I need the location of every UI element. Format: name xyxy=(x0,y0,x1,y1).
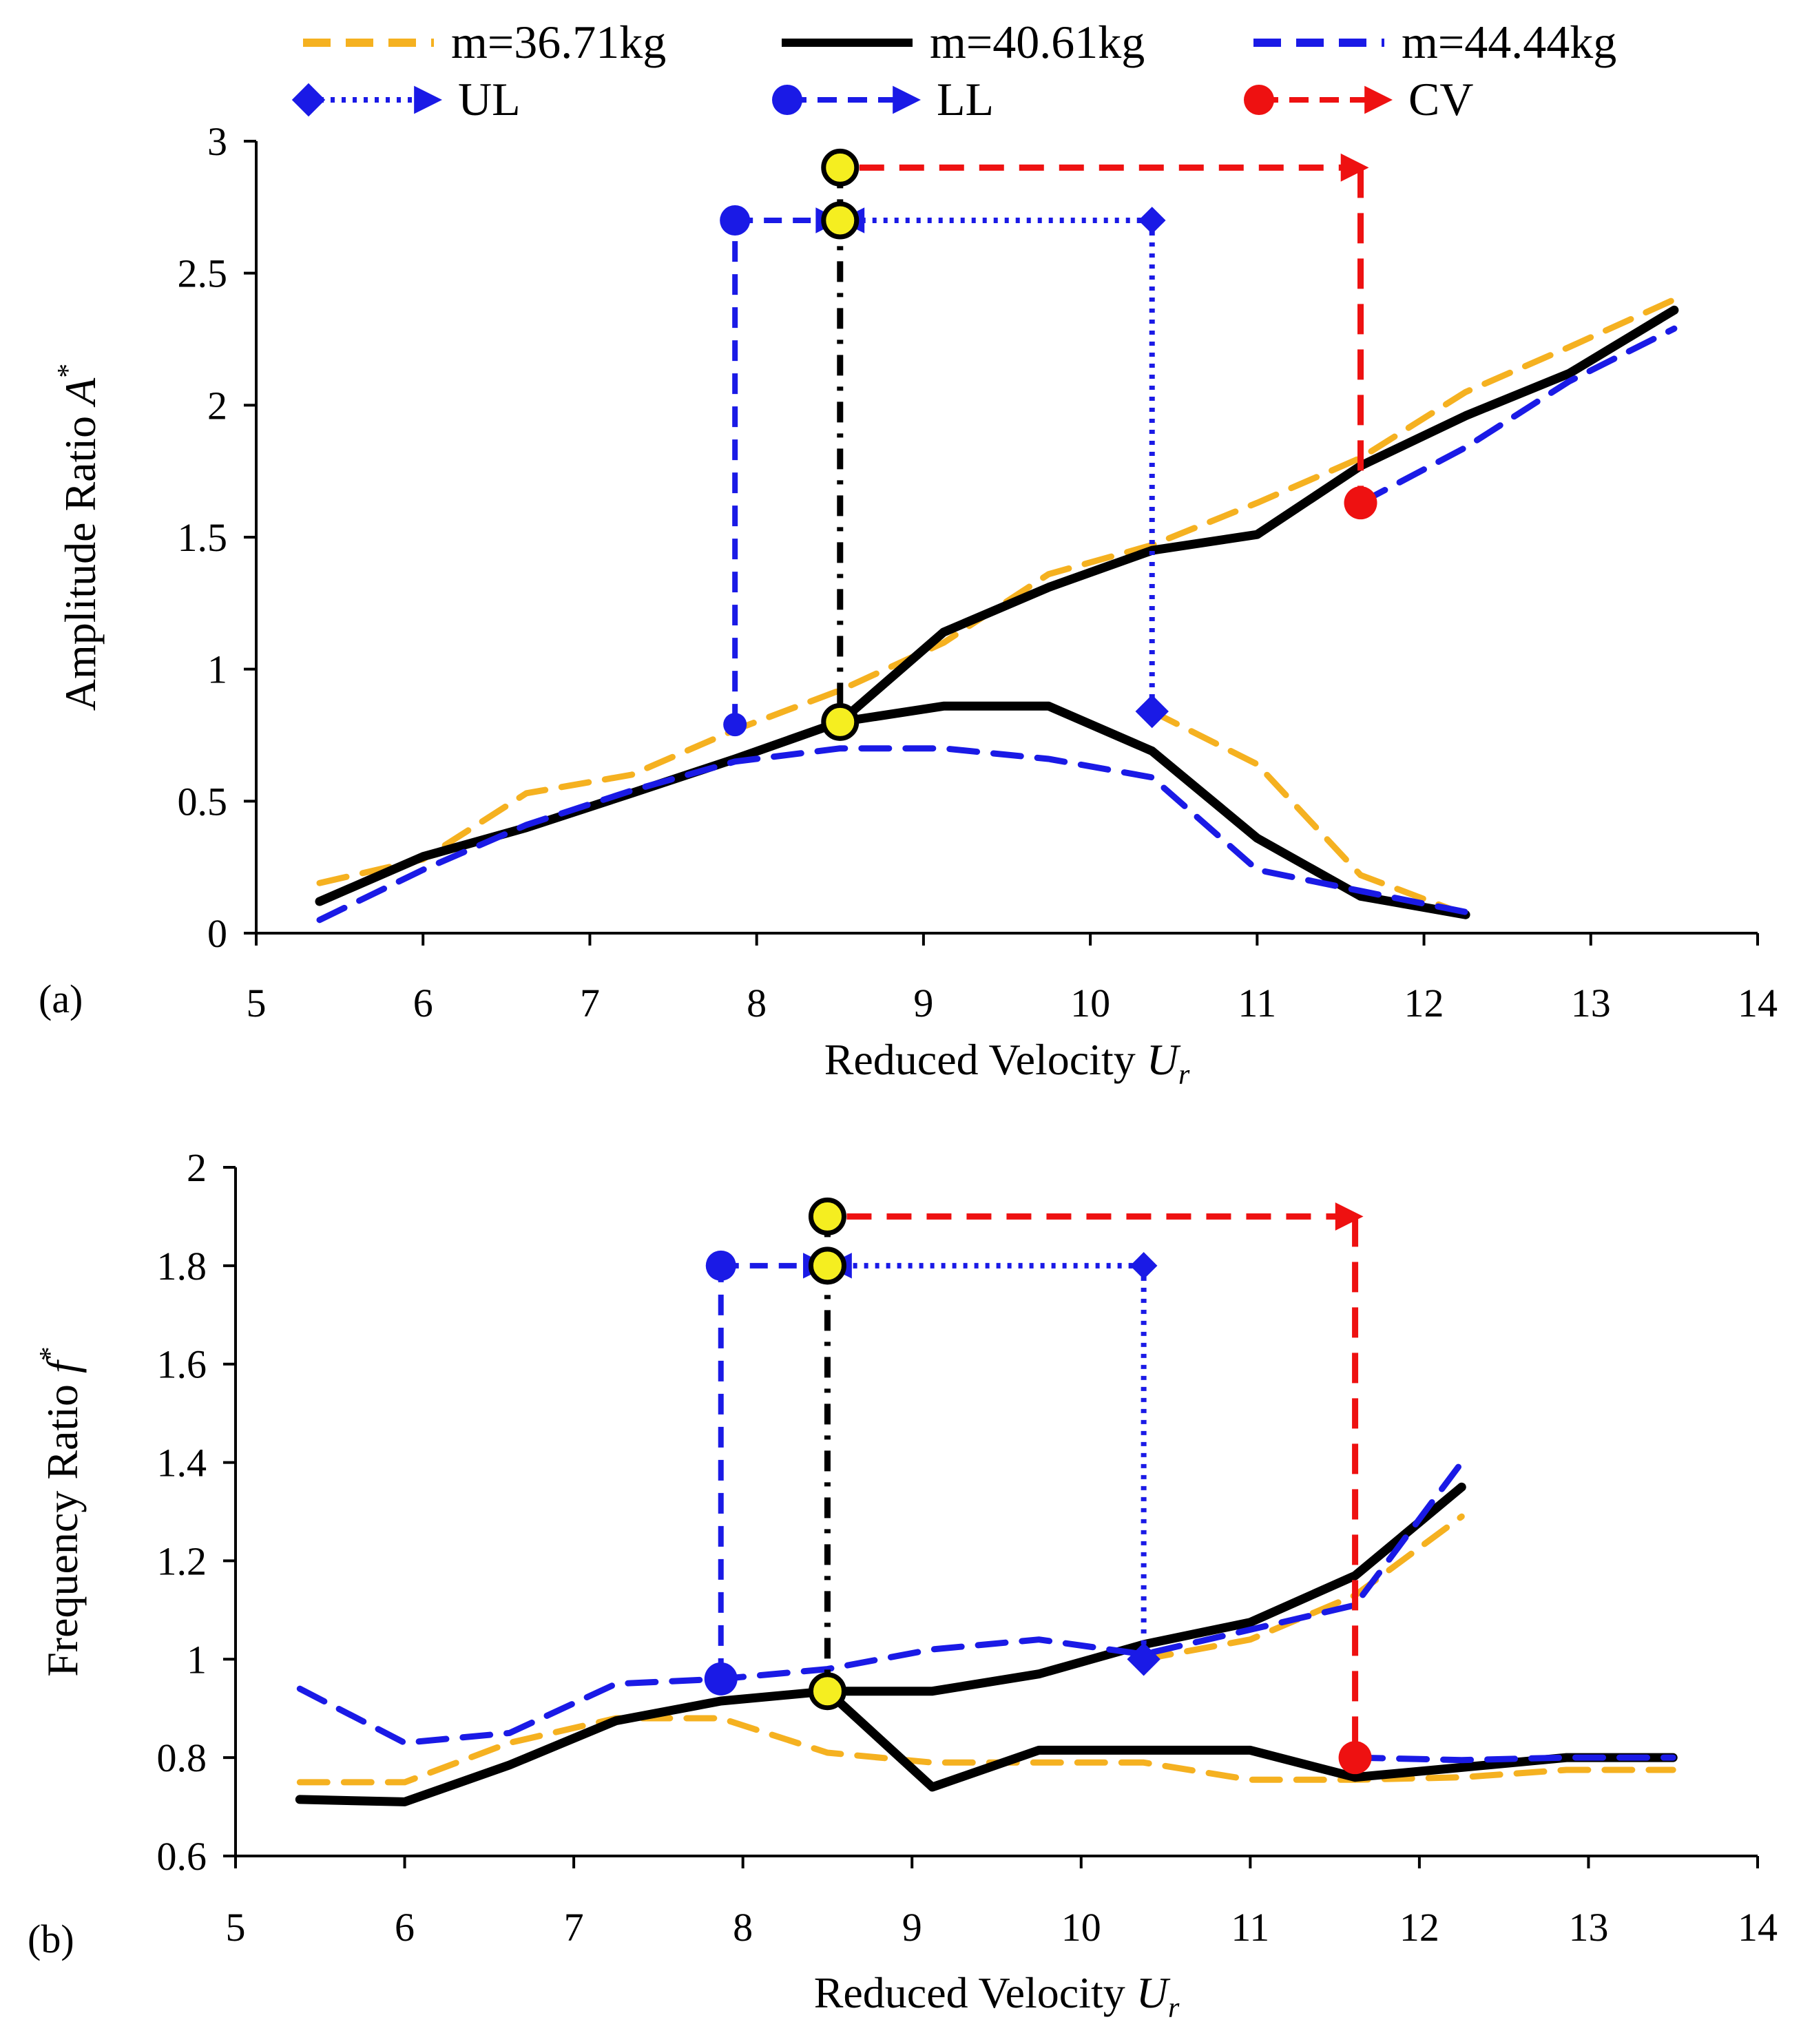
cv-marker xyxy=(1344,486,1377,520)
panel-label: (b) xyxy=(28,1917,74,1961)
critical-marker-3 xyxy=(821,148,860,187)
ul-marker-bottom xyxy=(1135,694,1169,729)
y-tick-label: 2 xyxy=(207,383,227,428)
legend-marker-arrow-cv xyxy=(1364,85,1393,114)
x-tick-label: 11 xyxy=(1231,1905,1269,1950)
series-m=44.44kg-segment-2 xyxy=(1357,325,1678,506)
x-tick-label: 8 xyxy=(747,981,767,1025)
y-axis-label: Frequency Ratio f* xyxy=(34,1346,87,1677)
x-tick-label: 12 xyxy=(1399,1905,1439,1950)
chart-amplitude-ratio: 0 0.5 1 1.5 2 2.5 3 5 6 7 8 9 10 11 12 13 14 (a) Reduced V… xyxy=(39,119,1778,1091)
x-tick-label: 7 xyxy=(580,981,600,1025)
cv-arrow xyxy=(1340,153,1369,182)
legend-label-2: m=40.61kg xyxy=(930,16,1145,68)
y-tick-label: 1.8 xyxy=(157,1244,207,1289)
x-tick-label: 10 xyxy=(1061,1905,1101,1950)
ul-marker-bottom xyxy=(1127,1642,1160,1676)
y-tick-label: 3 xyxy=(207,119,227,164)
cv-arrow xyxy=(1335,1202,1364,1231)
x-axis-label: Reduced Velocity Ur xyxy=(814,1968,1180,2024)
x-tick-label: 7 xyxy=(564,1905,584,1950)
y-tick-label: 1.6 xyxy=(157,1342,207,1387)
series-m=36.71kg-segment-1 xyxy=(316,296,1678,886)
x-tick-label: 14 xyxy=(1738,1905,1778,1950)
x-tick-label: 6 xyxy=(413,981,433,1025)
legend-label-ul: UL xyxy=(458,73,521,125)
ll-marker-bottom xyxy=(704,1662,738,1696)
y-axis-label: Amplitude Ratio A* xyxy=(52,364,105,711)
legend-marker-start-cv xyxy=(1244,85,1274,115)
y-tick-label: 1.4 xyxy=(157,1441,207,1485)
series-m=40.61kg-segment-1 xyxy=(315,305,1679,906)
chart-frequency-ratio: 0.6 0.8 1 1.2 1.4 1.6 1.8 2 5 6 7 8 9 10 11 12 13 14 (b) Re… xyxy=(28,1145,1778,2024)
series-m=36.71kg-segment-2 xyxy=(1141,1513,1465,1662)
series-m=36.71kg-segment-1 xyxy=(296,1715,1676,1786)
series-m=40.61kg-segment-2 xyxy=(835,701,1470,919)
x-tick-label: 5 xyxy=(247,981,267,1025)
x-tick-label: 10 xyxy=(1070,981,1110,1025)
legend-label-3: m=44.44kg xyxy=(1402,16,1616,68)
legend-label-cv: CV xyxy=(1408,73,1473,125)
legend-label-1: m=36.71kg xyxy=(451,16,666,68)
y-tick-label: 1 xyxy=(187,1637,207,1682)
legend-marker-arrow-ll xyxy=(893,85,921,114)
ul-marker-top xyxy=(1129,1252,1158,1280)
ll-marker-top xyxy=(705,1250,736,1281)
series-m=36.71kg-segment-2 xyxy=(1149,708,1469,918)
ul-marker-top xyxy=(1138,207,1166,234)
critical-marker-2 xyxy=(808,1247,846,1285)
y-tick-label: 2.5 xyxy=(178,251,228,296)
x-tick-label: 5 xyxy=(226,1905,246,1950)
y-tick-label: 1 xyxy=(207,647,227,692)
y-tick-label: 0.6 xyxy=(157,1834,207,1879)
cv-marker xyxy=(1338,1741,1372,1775)
ll-marker-top xyxy=(720,205,751,236)
y-tick-label: 0.8 xyxy=(157,1735,207,1780)
x-tick-label: 9 xyxy=(902,1905,922,1950)
y-tick-label: 2 xyxy=(187,1145,207,1190)
y-tick-label: 1.2 xyxy=(157,1539,207,1583)
critical-marker-1 xyxy=(808,1672,846,1711)
x-tick-label: 6 xyxy=(395,1905,415,1950)
ll-marker-bottom xyxy=(723,713,747,737)
critical-marker-3 xyxy=(808,1197,846,1235)
panel-label: (a) xyxy=(39,977,83,1021)
x-axis-label: Reduced Velocity Ur xyxy=(824,1035,1190,1091)
series-m=44.44kg-segment-2 xyxy=(1352,1754,1676,1764)
y-tick-label: 0 xyxy=(207,911,227,956)
legend-marker-arrow-ul xyxy=(414,85,442,114)
series-m=44.44kg-segment-1 xyxy=(316,745,1469,924)
x-tick-label: 13 xyxy=(1571,981,1611,1025)
critical-marker-2 xyxy=(821,201,860,240)
x-tick-label: 12 xyxy=(1404,981,1444,1025)
x-tick-label: 11 xyxy=(1238,981,1276,1025)
legend: m=36.71kg m=40.61kg m=44.44kg UL LL CV xyxy=(291,16,1616,125)
y-tick-label: 1.5 xyxy=(178,515,228,560)
x-tick-label: 13 xyxy=(1568,1905,1608,1950)
series-m=40.61kg-segment-1 xyxy=(295,1687,1678,1806)
series-m=44.44kg-segment-1 xyxy=(296,1459,1465,1746)
y-tick-label: 0.5 xyxy=(178,779,228,824)
x-tick-label: 14 xyxy=(1738,981,1778,1025)
critical-marker-1 xyxy=(821,702,860,741)
legend-label-ll: LL xyxy=(937,73,994,125)
x-tick-label: 9 xyxy=(913,981,933,1025)
legend-marker-start-ul xyxy=(291,83,326,117)
x-tick-label: 8 xyxy=(733,1905,753,1950)
legend-marker-start-ll xyxy=(772,85,802,115)
